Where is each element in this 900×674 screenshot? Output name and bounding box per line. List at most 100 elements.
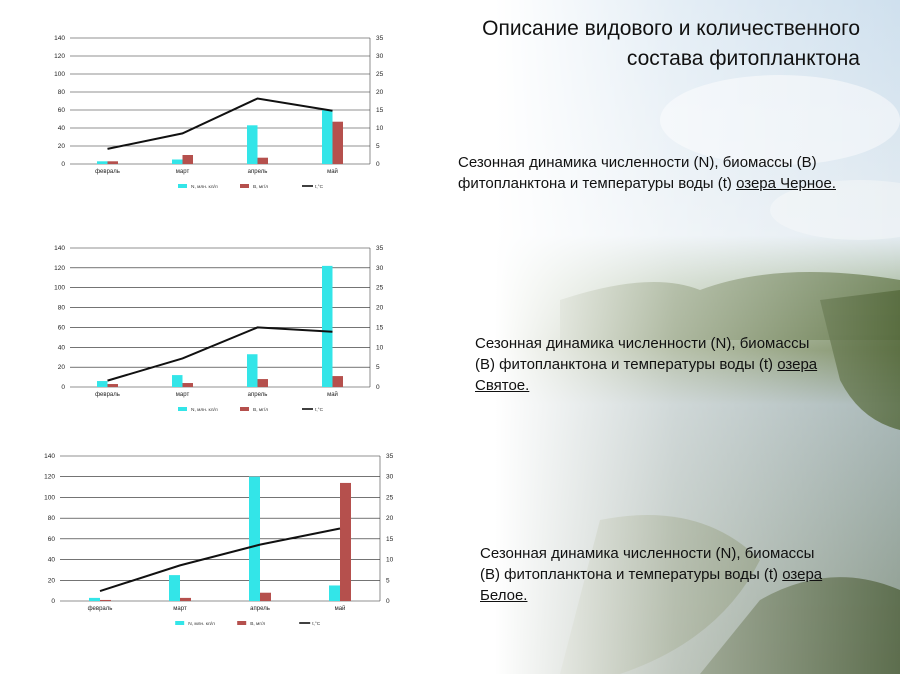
y-tick-label: 80 <box>58 305 66 312</box>
bar-n <box>247 125 258 164</box>
y2-tick-label: 0 <box>386 598 390 605</box>
y2-tick-label: 30 <box>386 474 394 481</box>
y-tick-label: 0 <box>61 161 65 168</box>
bar-b <box>100 599 111 601</box>
y-tick-label: 80 <box>58 89 66 96</box>
bar-b <box>107 384 118 387</box>
y2-tick-label: 30 <box>376 53 384 60</box>
y2-tick-label: 15 <box>386 536 394 543</box>
legend-label: t,°C <box>315 407 324 413</box>
x-tick-label: март <box>176 169 190 175</box>
legend-swatch <box>237 621 247 625</box>
x-tick-label: май <box>335 605 346 612</box>
y-tick-label: 140 <box>54 245 65 252</box>
bar-b <box>332 376 343 387</box>
y-tick-label: 0 <box>61 384 65 391</box>
x-tick-label: апрель <box>248 169 268 175</box>
y-tick-label: 40 <box>48 557 56 564</box>
slide-title-line-2: состава фитопланктона <box>626 47 860 70</box>
y-tick-label: 20 <box>48 577 56 584</box>
bar-b <box>340 482 351 601</box>
y2-tick-label: 35 <box>386 453 394 460</box>
caption-lake-svyatoe: Сезонная динамика численности (N), биома… <box>475 333 820 396</box>
slide-title-line-1: Описание видового и количественного <box>482 17 860 40</box>
y2-tick-label: 25 <box>376 285 384 292</box>
y-tick-label: 100 <box>44 494 55 501</box>
bar-b <box>180 597 191 601</box>
y2-tick-label: 5 <box>376 364 380 371</box>
legend-label: B, мг/л <box>253 407 268 413</box>
y-tick-label: 40 <box>58 125 66 132</box>
y-tick-label: 60 <box>48 536 56 543</box>
temperature-line <box>107 326 333 382</box>
caption-lake-beloe: Сезонная динамика численности (N), биома… <box>480 543 825 606</box>
bar-n <box>322 110 333 164</box>
chart-lake-beloe: 0 20 40 60 80 100 120 140 0 5 10 15 20 25 30 35 февраль м… <box>44 453 394 627</box>
legend-swatch <box>240 407 249 411</box>
y-tick-label: 0 <box>51 598 55 605</box>
legend-label: t,°C <box>312 621 321 627</box>
legend-swatch <box>178 407 187 411</box>
legend-label: B, мг/л <box>250 621 265 627</box>
bar-b <box>182 383 193 387</box>
chart-lake-chernoe: 0 20 40 60 80 100 120 140 0 5 10 15 20 25 30 35 февраль м… <box>54 35 384 190</box>
x-tick-label: май <box>327 391 338 398</box>
y2-tick-label: 20 <box>376 89 384 96</box>
y-tick-label: 140 <box>44 453 55 460</box>
legend-label: B, мг/л <box>253 184 268 190</box>
slide-title: Описание видового и количественного сост… <box>482 14 860 74</box>
y-tick-label: 40 <box>58 344 66 351</box>
x-tick-label: апрель <box>248 392 268 398</box>
y2-tick-label: 5 <box>376 143 380 150</box>
bar-n <box>247 354 258 387</box>
legend-swatch <box>240 184 249 188</box>
y2-tick-label: 30 <box>376 265 384 272</box>
y-tick-label: 20 <box>58 143 66 150</box>
x-tick-label: апрель <box>250 606 270 612</box>
caption-text: Сезонная динамика численности (N), биома… <box>480 545 815 583</box>
chart-lake-svyatoe: 0 20 40 60 80 100 120 140 0 5 10 15 20 25 30 35 февраль м… <box>54 245 384 413</box>
caption-lake-name: озера Белое. <box>480 566 823 604</box>
y-tick-label: 140 <box>54 35 65 42</box>
y-tick-label: 120 <box>44 474 55 481</box>
bar-n <box>322 265 333 387</box>
y2-tick-label: 35 <box>376 245 384 252</box>
y2-tick-label: 20 <box>376 305 384 312</box>
bar-n <box>249 476 260 601</box>
y-tick-label: 60 <box>58 107 66 114</box>
caption-lake-name: озера Черное. <box>736 175 836 192</box>
x-tick-label: февраль <box>95 392 120 398</box>
legend-label: N, млн. кл/л <box>191 407 218 413</box>
y2-tick-label: 5 <box>386 577 390 584</box>
y-tick-label: 20 <box>58 364 66 371</box>
y-tick-label: 120 <box>54 265 65 272</box>
y-tick-label: 100 <box>54 71 65 78</box>
caption-lake-chernoe: Сезонная динамика численности (N), биома… <box>458 152 848 194</box>
legend-swatch <box>178 184 187 188</box>
x-tick-label: март <box>176 392 190 398</box>
caption-lake-name: озера Святое. <box>475 356 818 394</box>
bar-n <box>172 375 183 387</box>
legend-swatch <box>175 621 185 625</box>
x-tick-label: май <box>327 168 338 175</box>
y2-tick-label: 10 <box>386 557 394 564</box>
bar-n <box>172 159 183 164</box>
bar-b <box>107 161 118 164</box>
y-tick-label: 80 <box>48 515 56 522</box>
y2-tick-label: 10 <box>376 344 384 351</box>
bar-b <box>182 155 193 164</box>
caption-text: Сезонная динамика численности (N), биома… <box>458 154 817 192</box>
y-tick-label: 100 <box>54 285 65 292</box>
temperature-line <box>107 97 333 150</box>
x-tick-label: февраль <box>88 606 113 612</box>
bar-n <box>89 597 100 601</box>
bar-n <box>97 381 108 387</box>
y2-tick-label: 25 <box>386 494 394 501</box>
legend-label: N, млн. кл/л <box>188 621 215 627</box>
x-tick-label: март <box>173 606 187 612</box>
y2-tick-label: 15 <box>376 324 384 331</box>
bar-b <box>257 157 268 164</box>
legend-label: N, млн. кл/л <box>191 184 218 190</box>
y2-tick-label: 20 <box>386 515 394 522</box>
